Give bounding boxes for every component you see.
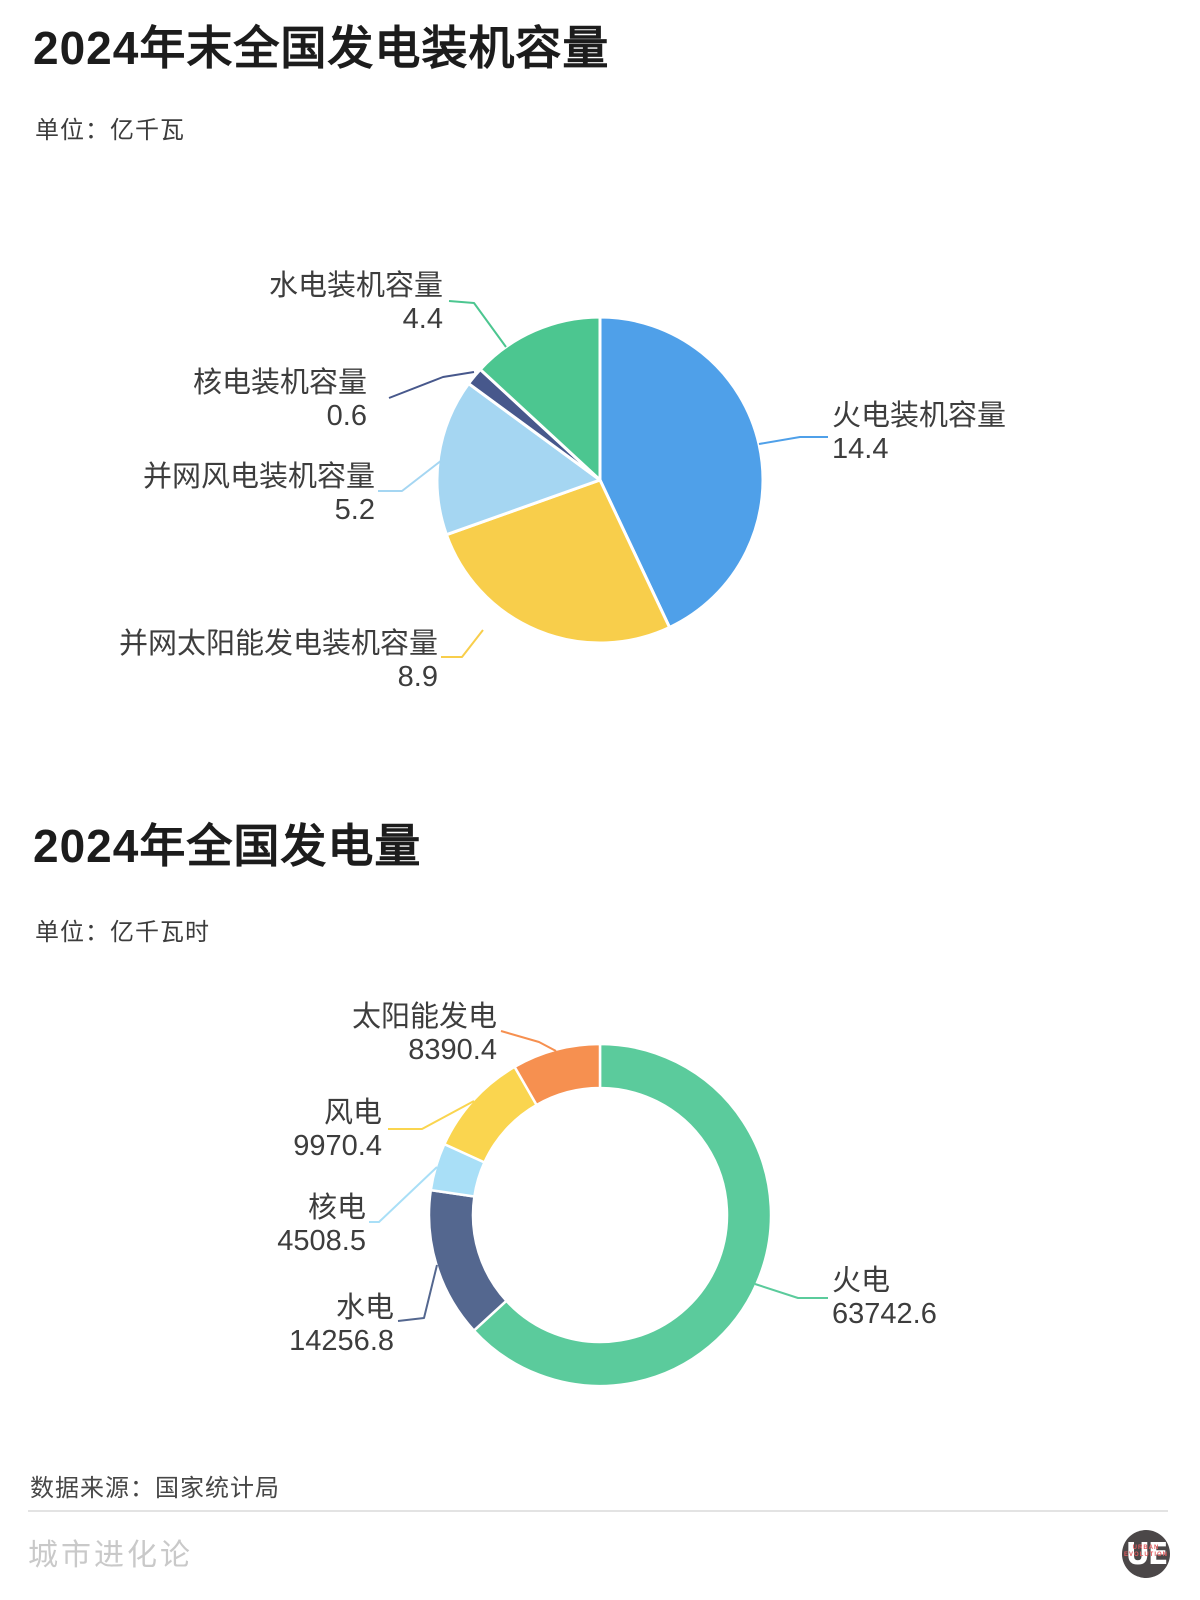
- chart1-slice-label-1: 并网太阳能发电装机容量 8.9: [119, 628, 438, 694]
- chart1-leader-line-0: [758, 436, 828, 445]
- ue-logo-text: UE: [1125, 1536, 1169, 1572]
- chart2-slice-label-3: 风电 9970.4: [293, 1097, 382, 1163]
- chart2-slice-4[interactable]: [513, 1042, 602, 1107]
- slice-label-name: 核电装机容量: [192, 367, 367, 399]
- chart1-unit-label: 单位：亿千瓦: [35, 117, 185, 144]
- chart2-leader-line-2: [369, 1166, 438, 1223]
- slice-label-name: 并网太阳能发电装机容量: [118, 628, 438, 660]
- slice-label-value: 8390.4: [408, 1034, 497, 1066]
- chart1-title: 2024年末全国发电装机容量: [33, 22, 610, 74]
- chart1-slice-label-3: 核电装机容量 0.6: [193, 367, 367, 433]
- chart2-slice-label-1: 水电 14256.8: [289, 1292, 394, 1358]
- data-source-note: 数据来源：国家统计局: [30, 1475, 280, 1502]
- chart2-slice-label-2: 核电 4508.5: [277, 1192, 366, 1258]
- chart1-slice-label-0: 火电装机容量 14.4: [832, 400, 1006, 466]
- chart1-slice-label-2: 并网风电装机容量 5.2: [143, 461, 375, 527]
- chart2-slice-label-4: 太阳能发电 8390.4: [352, 1001, 497, 1067]
- ue-logo: UE URBAN EVOLUTION: [1122, 1530, 1170, 1578]
- ue-logo-subtext-line2: EVOLUTION: [1123, 1552, 1168, 1558]
- chart2-leader-line-3: [388, 1100, 475, 1130]
- slice-label-name: 核电: [307, 1192, 366, 1224]
- slice-label-value: 9970.4: [293, 1130, 382, 1162]
- slice-label-value: 14.4: [832, 433, 889, 465]
- slice-label-value: 14256.8: [289, 1325, 394, 1357]
- chart2-title: 2024年全国发电量: [33, 820, 422, 872]
- chart1-leader-line-2: [378, 459, 443, 492]
- slice-label-name: 风电: [323, 1097, 382, 1129]
- chart1-slice-2[interactable]: [435, 382, 602, 537]
- chart2-slice-1[interactable]: [427, 1188, 508, 1332]
- chart1-slice-0[interactable]: [598, 315, 765, 629]
- chart1-slice-1[interactable]: [444, 478, 672, 645]
- chart1-leader-line-1: [441, 629, 484, 658]
- slice-label-value: 4508.5: [277, 1225, 366, 1257]
- slice-label-name: 并网风电装机容量: [142, 461, 375, 493]
- chart2-slice-label-0: 火电 63742.6: [832, 1265, 937, 1331]
- slice-label-name: 火电: [832, 1265, 891, 1297]
- chart1-slice-label-4: 水电装机容量 4.4: [269, 270, 443, 336]
- slice-label-value: 63742.6: [832, 1298, 937, 1330]
- slice-label-value: 0.6: [326, 400, 367, 432]
- chart2-slice-0[interactable]: [472, 1042, 773, 1388]
- slice-label-name: 水电: [335, 1292, 394, 1324]
- ue-logo-subtext-line1: URBAN: [1132, 1545, 1160, 1551]
- slice-label-name: 太阳能发电: [351, 1001, 497, 1033]
- ue-logo-subtext: URBAN EVOLUTION: [1122, 1545, 1170, 1559]
- chart2-unit-label: 单位：亿千瓦时: [35, 919, 210, 946]
- slice-label-value: 4.4: [402, 303, 443, 335]
- chart2-leader-line-4: [500, 1030, 557, 1052]
- chart2-leader-line-1: [397, 1264, 438, 1322]
- slice-label-value: 8.9: [397, 661, 438, 693]
- slice-label-value: 5.2: [334, 494, 375, 526]
- slice-label-name: 火电装机容量: [832, 400, 1007, 432]
- footer-divider: [28, 1510, 1168, 1512]
- chart1-leader-line-3: [388, 371, 475, 399]
- chart1-slice-4[interactable]: [478, 315, 602, 482]
- watermark-brand: 城市进化论: [28, 1539, 193, 1572]
- slice-label-name: 水电装机容量: [268, 270, 443, 302]
- chart2-leader-line-0: [754, 1283, 828, 1299]
- chart1-leader-line-4: [448, 300, 507, 348]
